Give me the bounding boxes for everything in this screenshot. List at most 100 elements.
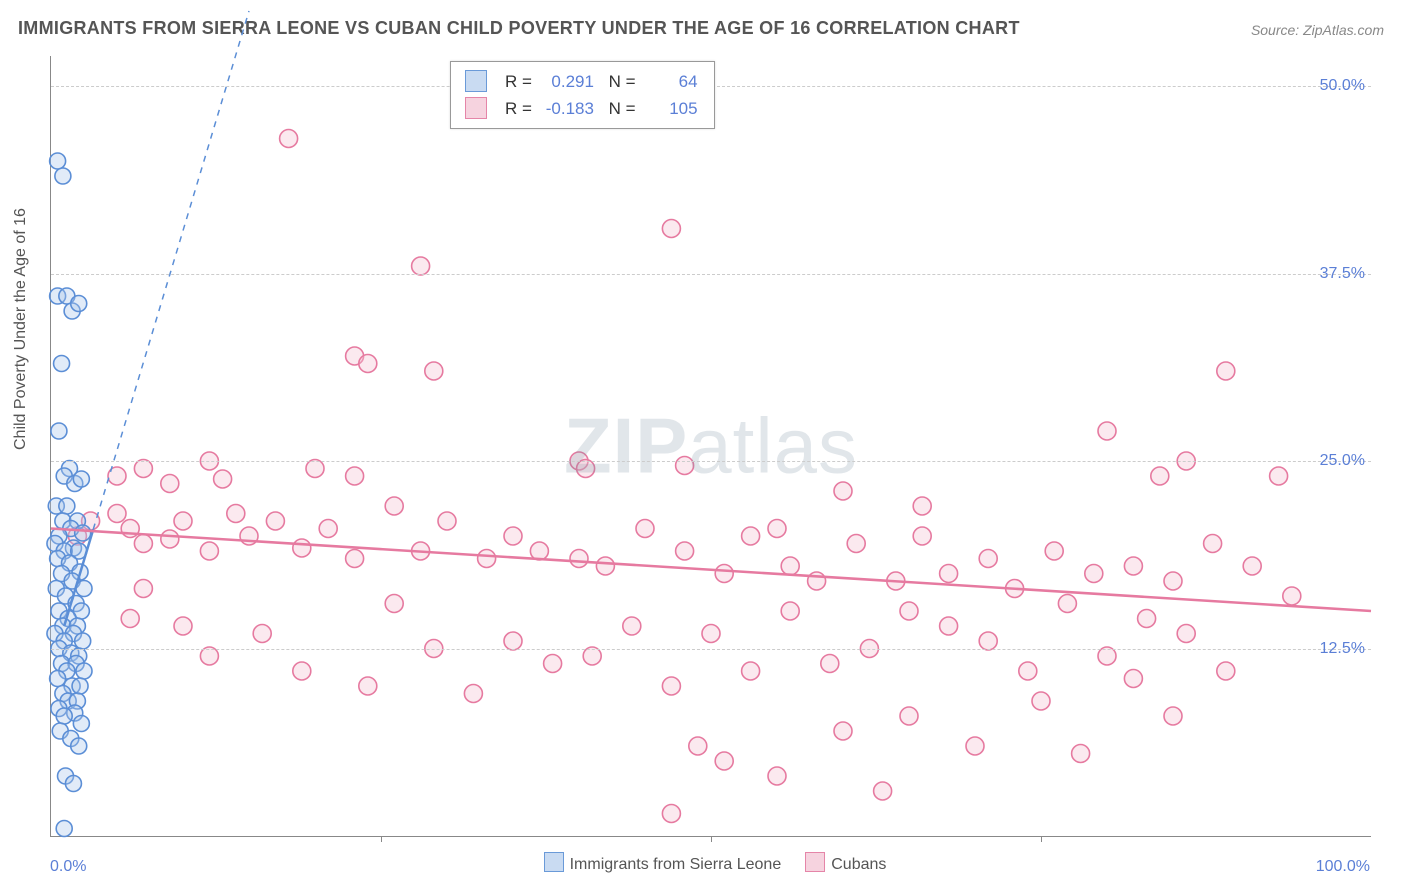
data-point-cuban — [742, 527, 760, 545]
data-point-cuban — [214, 470, 232, 488]
data-point-cuban — [293, 662, 311, 680]
data-point-cuban — [1204, 535, 1222, 553]
data-point-cuban — [134, 460, 152, 478]
data-point-cuban — [108, 505, 126, 523]
data-point-cuban — [385, 497, 403, 515]
y-tick-label: 12.5% — [1320, 640, 1365, 658]
data-point-cuban — [253, 625, 271, 643]
data-point-sierra — [75, 525, 91, 541]
data-point-sierra — [73, 716, 89, 732]
data-point-cuban — [1098, 647, 1116, 665]
data-point-cuban — [570, 550, 588, 568]
data-point-cuban — [359, 677, 377, 695]
data-point-cuban — [768, 767, 786, 785]
data-point-cuban — [821, 655, 839, 673]
data-point-sierra — [71, 738, 87, 754]
data-point-cuban — [134, 535, 152, 553]
data-point-cuban — [768, 520, 786, 538]
data-point-cuban — [874, 782, 892, 800]
trend-line-cuban — [51, 529, 1371, 612]
data-point-cuban — [979, 550, 997, 568]
legend-swatch-cuban — [805, 852, 825, 872]
data-point-cuban — [847, 535, 865, 553]
x-tick — [711, 836, 712, 842]
data-point-cuban — [662, 220, 680, 238]
data-point-cuban — [174, 617, 192, 635]
data-point-cuban — [808, 572, 826, 590]
stat-n-value-sierra: 64 — [646, 72, 698, 92]
data-point-sierra — [71, 296, 87, 312]
data-point-cuban — [504, 527, 522, 545]
data-point-cuban — [161, 475, 179, 493]
data-point-cuban — [781, 602, 799, 620]
y-tick-label: 25.0% — [1320, 452, 1365, 470]
legend-item-sierra: Immigrants from Sierra Leone — [520, 856, 782, 873]
data-point-cuban — [425, 362, 443, 380]
data-point-cuban — [676, 457, 694, 475]
data-point-cuban — [1124, 557, 1142, 575]
data-point-cuban — [1164, 572, 1182, 590]
data-point-cuban — [438, 512, 456, 530]
data-point-cuban — [689, 737, 707, 755]
data-point-cuban — [174, 512, 192, 530]
data-point-cuban — [346, 550, 364, 568]
data-point-cuban — [359, 355, 377, 373]
data-point-cuban — [346, 467, 364, 485]
gridline — [51, 461, 1371, 462]
trend-line-dash-sierra — [93, 11, 249, 529]
data-point-cuban — [121, 610, 139, 628]
data-point-cuban — [412, 257, 430, 275]
data-point-cuban — [979, 632, 997, 650]
data-point-sierra — [55, 168, 71, 184]
data-point-cuban — [1151, 467, 1169, 485]
data-point-cuban — [715, 752, 733, 770]
data-point-cuban — [596, 557, 614, 575]
swatch-cuban — [465, 97, 487, 119]
data-point-cuban — [1283, 587, 1301, 605]
y-tick-label: 37.5% — [1320, 265, 1365, 283]
data-point-cuban — [834, 722, 852, 740]
data-point-sierra — [75, 633, 91, 649]
data-point-sierra — [72, 678, 88, 694]
data-point-cuban — [900, 602, 918, 620]
data-point-cuban — [293, 539, 311, 557]
data-point-cuban — [478, 550, 496, 568]
source-attribution: Source: ZipAtlas.com — [1251, 22, 1384, 38]
data-point-cuban — [266, 512, 284, 530]
data-point-cuban — [662, 677, 680, 695]
data-point-cuban — [1164, 707, 1182, 725]
data-point-cuban — [161, 530, 179, 548]
gridline — [51, 649, 1371, 650]
data-point-cuban — [504, 632, 522, 650]
data-point-sierra — [50, 153, 66, 169]
data-point-cuban — [319, 520, 337, 538]
data-point-cuban — [1058, 595, 1076, 613]
y-axis-label: Child Poverty Under the Age of 16 — [12, 208, 30, 450]
data-point-cuban — [1019, 662, 1037, 680]
data-point-sierra — [59, 498, 75, 514]
data-point-cuban — [577, 460, 595, 478]
data-point-cuban — [623, 617, 641, 635]
data-point-cuban — [1217, 662, 1235, 680]
data-point-cuban — [200, 542, 218, 560]
stats-row-cuban: R =-0.183 N =105 — [461, 96, 702, 121]
stat-r-value-cuban: -0.183 — [542, 99, 594, 119]
data-point-cuban — [940, 617, 958, 635]
legend-label-cuban: Cubans — [831, 856, 886, 873]
gridline — [51, 274, 1371, 275]
data-point-cuban — [715, 565, 733, 583]
legend-swatch-sierra — [544, 852, 564, 872]
data-point-cuban — [1072, 745, 1090, 763]
data-point-cuban — [900, 707, 918, 725]
data-point-cuban — [1243, 557, 1261, 575]
bottom-legend: Immigrants from Sierra Leone Cubans — [0, 852, 1406, 874]
data-point-sierra — [50, 671, 66, 687]
data-point-cuban — [834, 482, 852, 500]
data-point-cuban — [1217, 362, 1235, 380]
data-point-cuban — [636, 520, 654, 538]
data-point-cuban — [913, 527, 931, 545]
data-point-cuban — [583, 647, 601, 665]
stat-n-label: N = — [600, 96, 640, 121]
data-point-cuban — [676, 542, 694, 560]
stat-r-value-sierra: 0.291 — [542, 72, 594, 92]
